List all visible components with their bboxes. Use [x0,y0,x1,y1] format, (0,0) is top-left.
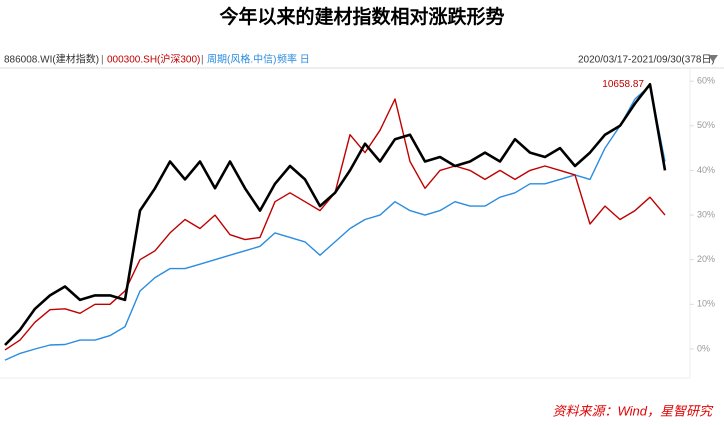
separator: | [101,55,104,66]
series-line [4,84,666,361]
peak-annotation: 10658.87 [602,79,644,90]
legend-entry: 周期(风格.中信) [207,53,276,66]
series-line [4,98,666,351]
separator: | [201,55,204,66]
chart-title: 今年以来的建材指数相对涨跌形势 [218,5,504,28]
source-note: 资料来源：Wind，星智研究 [552,403,714,418]
y-tick-label: 40% [697,165,715,175]
dropdown-icon[interactable] [708,55,718,62]
y-tick-label: 30% [697,209,715,219]
date-range: 2020/03/17-2021/09/30(378日) [578,55,715,66]
y-tick-label: 20% [697,254,715,264]
legend-extra: 频率 日 [277,53,310,66]
y-tick-label: 60% [697,76,715,86]
y-tick-label: 10% [697,299,715,309]
y-tick-label: 0% [697,343,710,353]
series-line [4,83,667,346]
legend-entry: 000300.SH(沪深300) [107,53,200,66]
legend-entry: 886008.WI(建材指数) [4,53,99,66]
y-tick-label: 50% [697,120,715,130]
